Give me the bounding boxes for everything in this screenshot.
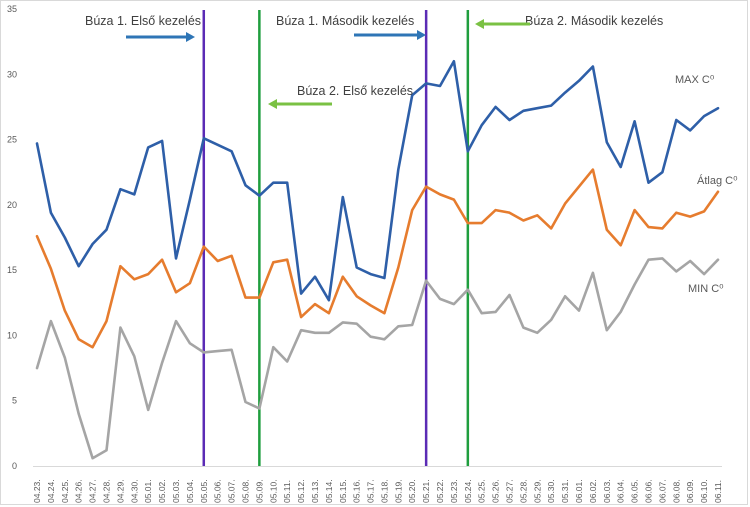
annotation-arrow-head [268,99,277,109]
x-tick-label: 05.09. [254,479,264,503]
annotation-label-1: Búza 1. Első kezelés [85,14,201,28]
x-tick-label: 06.05. [630,479,640,503]
x-tick-label: 06.07. [657,479,667,503]
x-tick-label: 05.12. [296,479,306,503]
x-tick-label: 05.05. [199,479,209,503]
series-labels: MAX C⁰ Átlag C⁰ MIN C⁰ [675,74,738,295]
x-tick-label: 05.31. [560,479,570,503]
annotation-label-3: Búza 2. Második kezelés [525,14,663,28]
x-tick-label: 05.19. [393,479,403,503]
annotation-arrow-head [186,32,195,42]
annotation-arrow-head [475,19,484,29]
x-tick-label: 06.08. [671,479,681,503]
x-tick-label: 06.04. [616,479,626,503]
series-line [35,59,720,302]
x-tick-label: 05.26. [491,479,501,503]
x-tick-label: 05.30. [546,479,556,503]
x-tick-label: 05.10. [268,479,278,503]
x-axis: 04.23. 04.24. 04.25. 04.26. 04.27. 04.28. 04.2… [32,466,723,503]
x-tick-label: 05.03. [171,479,181,503]
series-lines [35,59,720,460]
series-label-avg: Átlag C⁰ [697,174,738,187]
series-label-min: MIN C⁰ [688,283,724,295]
y-axis: 0 5 10 15 20 25 30 35 [7,4,17,471]
x-tick-label: 05.11. [282,480,292,503]
x-tick-label: 06.06. [644,479,654,503]
series-line [35,168,720,349]
x-tick-label: 06.09. [685,479,695,503]
x-tick-label: 05.27. [505,479,515,503]
x-tick-label: 06.03. [602,479,612,503]
x-tick-label: 04.23. [32,479,42,503]
x-tick-label: 05.23. [449,479,459,503]
x-tick-label: 06.02. [588,479,598,503]
x-tick-label: 05.29. [532,479,542,503]
y-tick-label: 20 [7,200,17,210]
x-tick-label: 04.29. [115,479,125,503]
x-tick-label: 04.28. [101,479,111,503]
x-tick-label: 06.01. [574,479,584,503]
y-tick-label: 15 [7,265,17,275]
x-tick-label: 05.22. [435,479,445,503]
x-tick-label: 05.15. [338,479,348,503]
y-tick-label: 35 [7,4,17,14]
annotation-label-2: Búza 1. Második kezelés [276,14,414,28]
y-tick-label: 5 [12,396,17,406]
x-tick-label: 05.02. [157,479,167,503]
treatment-markers [202,10,470,466]
series-label-max: MAX C⁰ [675,74,715,86]
x-tick-label: 05.14. [324,479,334,503]
x-tick-label: 05.13. [310,479,320,503]
x-tick-label: 05.01. [143,479,153,503]
x-tick-label: 04.27. [88,479,98,503]
treatment-annotations: Búza 1. Első kezelés Búza 1. Második kez… [85,14,663,109]
x-tick-label: 05.18. [379,479,389,503]
x-tick-label: 05.17. [366,479,376,503]
y-tick-label: 25 [7,135,17,145]
x-tick-label: 04.26. [74,479,84,503]
x-tick-label: 04.30. [129,479,139,503]
y-tick-label: 30 [7,69,17,79]
x-tick-label: 06.11. [713,480,723,503]
x-tick-label: 05.25. [477,479,487,503]
x-tick-label: 05.21. [421,479,431,503]
x-tick-label: 05.08. [240,479,250,503]
x-tick-label: 05.16. [352,479,362,503]
x-tick-label: 04.24. [46,479,56,503]
x-tick-label: 05.24. [463,479,473,503]
x-tick-label: 05.28. [518,479,528,503]
x-tick-label: 05.07. [227,479,237,503]
x-tick-label: 05.04. [185,479,195,503]
y-tick-label: 10 [7,330,17,340]
x-tick-label: 04.25. [60,479,70,503]
annotation-arrow-head [417,30,426,40]
y-tick-label: 0 [12,461,17,471]
x-tick-label: 05.06. [213,479,223,503]
annotation-label-4: Búza 2. Első kezelés [297,84,413,98]
series-line [35,257,720,460]
x-tick-label: 05.20. [407,479,417,503]
x-tick-label: 06.10. [699,479,709,503]
